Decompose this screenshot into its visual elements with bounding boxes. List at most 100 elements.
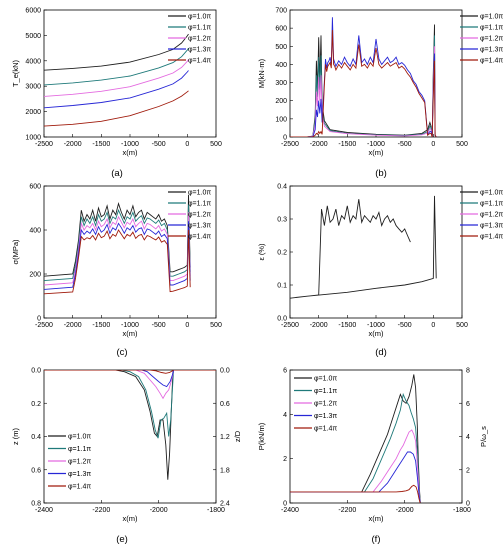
panel-label: (d) <box>375 347 387 358</box>
x-axis-label: x(m) <box>369 329 384 338</box>
y-tick-label: 2 <box>283 456 287 463</box>
x-tick-label: -1000 <box>121 322 139 329</box>
x-tick-label: -2500 <box>35 141 53 148</box>
x-tick-label: -500 <box>152 322 166 329</box>
series-line-phi-1.1 <box>290 35 437 137</box>
x-tick-label: -2200 <box>92 507 110 514</box>
y-right-tick-label: 6 <box>466 401 470 408</box>
x-tick-label: -2500 <box>281 141 299 148</box>
series-line-phi-1.1 <box>290 392 421 503</box>
y-tick-label: 0.6 <box>31 467 41 474</box>
legend-label: φ=1.0π <box>314 376 337 383</box>
series-line-phi-1.0 <box>290 195 437 299</box>
legend-label: φ=1.1π <box>480 25 503 32</box>
series-line-phi-1.2 <box>44 370 216 400</box>
x-tick-label: -2400 <box>281 507 299 514</box>
y-right-tick-label: 2 <box>466 467 470 474</box>
x-tick-label: -2000 <box>150 507 168 514</box>
legend-label: φ=1.3π <box>480 223 503 230</box>
legend-label: φ=1.4π <box>480 58 503 65</box>
series-line-phi-1.3 <box>290 451 421 503</box>
plot-frame <box>289 185 463 319</box>
legend-label: φ=1.4π <box>480 234 503 241</box>
legend-label: φ=1.4π <box>188 58 211 65</box>
x-tick-label: -500 <box>398 141 412 148</box>
series-line-phi-1.0 <box>290 374 421 503</box>
y-tick-label: 0.8 <box>31 501 41 508</box>
x-axis-label: x(m) <box>123 329 138 338</box>
legend-label: φ=1.4π <box>68 484 91 491</box>
series-line-phi-1.2 <box>44 212 191 286</box>
y-right-tick-label: 2.4 <box>220 501 230 508</box>
x-axis-label: x(m) <box>123 148 138 157</box>
series-line-phi-1.3 <box>44 221 191 290</box>
series-line-phi-1.2 <box>44 59 189 97</box>
y-tick-label: 6000 <box>25 8 41 15</box>
y-tick-label: 600 <box>29 184 41 191</box>
series-line-phi-1.3 <box>44 370 216 388</box>
y-tick-label: 5000 <box>25 33 41 40</box>
series-line-phi-1.0 <box>44 370 216 480</box>
y-axis-label: z (m) <box>11 427 20 445</box>
panel-label: (a) <box>111 168 123 179</box>
legend-label: φ=1.0π <box>188 14 211 21</box>
y-tick-label: 700 <box>275 8 287 15</box>
y-tick-label: 0.2 <box>31 401 41 408</box>
panel-label: (e) <box>116 534 128 545</box>
legend-label: φ=1.3π <box>188 47 211 54</box>
y-right-tick-label: 4 <box>466 434 470 441</box>
x-tick-label: -1500 <box>92 141 110 148</box>
series-line-phi-1.3 <box>290 17 437 137</box>
legend-label: φ=1.3π <box>68 471 91 478</box>
legend-label: φ=1.2π <box>68 459 91 466</box>
y-axis-label: T_e(kN) <box>11 59 20 87</box>
y-axis-label: ε (%) <box>257 243 266 261</box>
x-tick-label: -1800 <box>207 507 225 514</box>
legend-label: φ=1.3π <box>188 223 211 230</box>
y-tick-label: 0.4 <box>277 184 287 191</box>
series-line-phi-1.4 <box>44 370 216 374</box>
series-line-phi-1.1 <box>44 370 216 439</box>
x-tick-label: -1000 <box>367 141 385 148</box>
y-tick-label: 3000 <box>25 84 41 91</box>
series-line-phi-1.2 <box>290 429 421 503</box>
x-tick-label: -1500 <box>92 322 110 329</box>
legend-label: φ=1.0π <box>68 434 91 441</box>
x-tick-label: 500 <box>210 322 222 329</box>
x-tick-label: -500 <box>398 322 412 329</box>
y-tick-label: 2000 <box>25 109 41 116</box>
series-line-phi-1.0 <box>44 194 191 277</box>
y-tick-label: 200 <box>275 98 287 105</box>
x-tick-label: -2000 <box>310 141 328 148</box>
legend-label: φ=1.4π <box>314 426 337 433</box>
x-tick-label: -1800 <box>453 507 471 514</box>
legend-label: φ=1.3π <box>314 413 337 420</box>
y-tick-label: 0 <box>283 135 287 142</box>
panel-label: (c) <box>116 347 127 358</box>
legend-label: φ=1.4π <box>188 234 211 241</box>
x-tick-label: -2000 <box>310 322 328 329</box>
x-tick-label: -1500 <box>338 141 356 148</box>
legend-label: φ=1.2π <box>188 212 211 219</box>
x-tick-label: -2400 <box>35 507 53 514</box>
x-tick-label: -1000 <box>121 141 139 148</box>
y-right-tick-label: 0.0 <box>220 368 230 375</box>
x-tick-label: -2000 <box>64 141 82 148</box>
y-tick-label: 1000 <box>25 135 41 142</box>
y-tick-label: 6 <box>283 368 287 375</box>
x-tick-label: -2000 <box>396 507 414 514</box>
x-tick-label: 500 <box>456 322 468 329</box>
y-tick-label: 400 <box>275 62 287 69</box>
y-axis-label: P(kN/m) <box>257 422 266 450</box>
y-right-tick-label: 8 <box>466 368 470 375</box>
x-axis-label: x(m) <box>369 514 384 523</box>
legend-label: φ=1.2π <box>480 212 503 219</box>
series-line-phi-1.4 <box>44 229 191 295</box>
legend-label: φ=1.0π <box>480 190 503 197</box>
y-tick-label: 4 <box>283 412 287 419</box>
y-tick-label: 600 <box>275 26 287 33</box>
y-tick-label: 0 <box>37 316 41 323</box>
y-tick-label: 0.1 <box>277 283 287 290</box>
x-tick-label: 0 <box>431 141 435 148</box>
